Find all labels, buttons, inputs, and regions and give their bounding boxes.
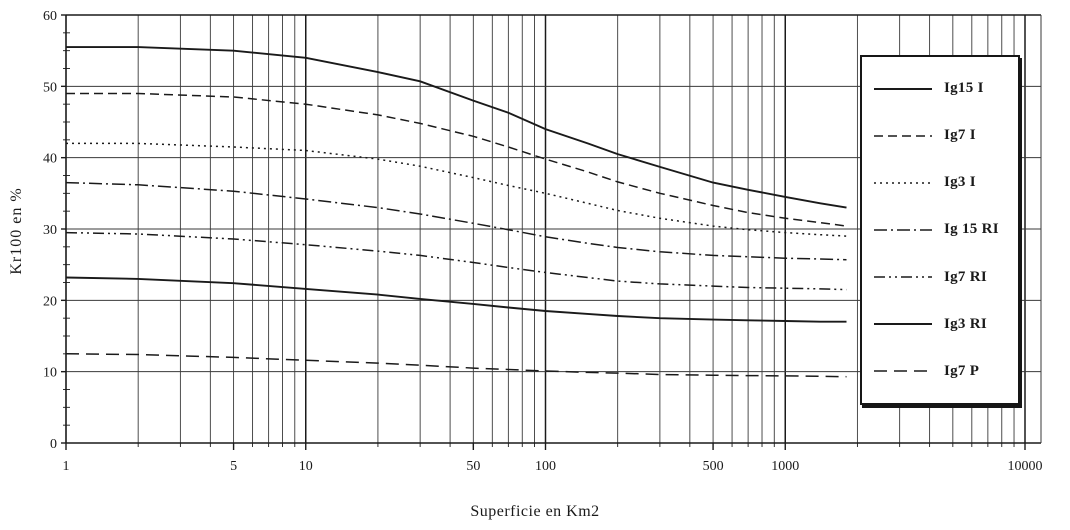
series-ig7-ri: [65, 231, 847, 291]
series-ig-15-ri: [65, 181, 847, 261]
legend-item-ig15-i: Ig15 I: [872, 80, 1018, 97]
legend-line-sample: [874, 87, 932, 90]
y-tick-label: 0: [50, 437, 57, 452]
y-tick-label: 10: [43, 366, 57, 381]
legend-item-ig7-ri: Ig7 RI: [872, 269, 1018, 286]
legend-label: Ig3 RI: [944, 315, 988, 332]
legend-line-sample: [874, 229, 932, 231]
series-ig3-i: [66, 142, 847, 237]
series-ig7-p: [65, 353, 847, 378]
x-tick-label: 1: [63, 459, 70, 474]
x-tick-label: 500: [703, 459, 724, 474]
y-tick-label: 40: [43, 152, 57, 167]
legend-line-sample: [874, 182, 932, 184]
legend-label: Ig3 I: [944, 174, 976, 191]
legend-label: Ig7 P: [944, 362, 980, 379]
x-tick-label: 5: [230, 459, 237, 474]
legend-label: Ig7 I: [944, 127, 976, 144]
y-axis-label: Kr100 en %: [8, 187, 25, 275]
x-tick-label: 1000: [771, 459, 799, 474]
x-tick-label: 10000: [1008, 459, 1043, 474]
series-ig15-i: [66, 46, 847, 209]
x-axis-label: Superficie en Km2: [470, 503, 600, 520]
legend-item-ig7-p: Ig7 P: [872, 363, 1018, 380]
legend-line-sample: [874, 370, 932, 373]
series-ig7-i: [66, 92, 847, 227]
y-tick-label: 60: [43, 9, 57, 24]
legend-label: Ig15 I: [944, 80, 984, 97]
legend-label: Ig 15 RI: [944, 221, 999, 238]
legend-item-ig3-ri: Ig3 RI: [872, 316, 1018, 333]
legend-line-sample: [874, 134, 932, 137]
legend: Ig15 I Ig7 I Ig3 I Ig 15 RI Ig7 RI Ig3 RI Ig7 …: [860, 55, 1020, 405]
legend-line-sample: [874, 276, 932, 278]
legend-item-ig3-i: Ig3 I: [872, 174, 1018, 191]
legend-item-ig-15-ri: Ig 15 RI: [872, 221, 1018, 238]
legend-line-sample: [874, 323, 932, 326]
y-tick-label: 50: [43, 80, 57, 95]
x-tick-label: 100: [535, 459, 556, 474]
y-tick-label: 30: [43, 223, 57, 238]
series-ig3-ri: [65, 276, 847, 323]
legend-label: Ig7 RI: [944, 268, 988, 285]
legend-item-ig7-i: Ig7 I: [872, 127, 1018, 144]
y-tick-label: 20: [43, 294, 57, 309]
x-tick-label: 10: [299, 459, 313, 474]
x-tick-label: 50: [466, 459, 480, 474]
